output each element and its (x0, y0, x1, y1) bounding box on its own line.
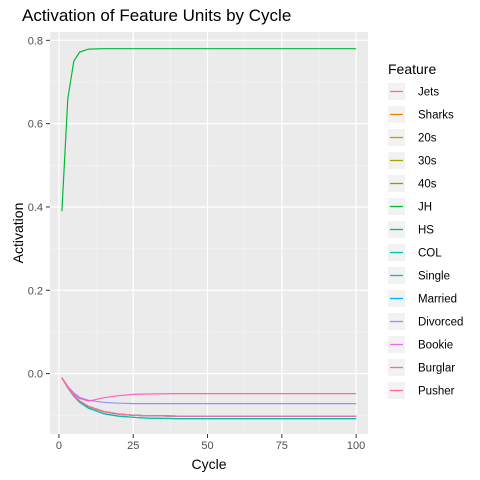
legend-label: Sharks (418, 110, 454, 122)
y-tick-label: 0.4 (28, 202, 43, 214)
legend-item-pusher: Pusher (388, 382, 455, 399)
series-line-pusher (61, 377, 357, 417)
y-tick-label: 0.6 (28, 119, 43, 131)
x-tick-label: 75 (276, 440, 288, 452)
legend-item-40s: 40s (388, 175, 437, 192)
plot-panel (50, 32, 368, 434)
legend-label: 40s (418, 179, 437, 191)
legend-item-jh: JH (388, 198, 432, 215)
legend-label: Burglar (418, 363, 455, 375)
legend-item-divorced: Divorced (388, 313, 463, 330)
grid-major (50, 32, 368, 434)
legend-item-married: Married (388, 290, 457, 307)
legend-item-sharks: Sharks (388, 106, 454, 123)
series-lines (61, 48, 357, 420)
grid-minor (50, 32, 368, 434)
legend-item-30s: 30s (388, 152, 437, 169)
series-line-divorced (61, 377, 357, 405)
legend-label: COL (418, 248, 442, 260)
x-tick-label: 25 (127, 440, 139, 452)
legend-label: Divorced (418, 317, 463, 329)
y-tick-label: 0.0 (28, 369, 43, 381)
legend-label: HS (418, 225, 434, 237)
axis-ticks (46, 39, 357, 438)
legend-item-col: COL (388, 244, 442, 261)
y-axis-title: Activation (10, 203, 26, 264)
x-tick-label: 100 (347, 440, 365, 452)
legend-label: Bookie (418, 340, 453, 352)
series-line-col (61, 377, 357, 420)
legend-item-single: Single (388, 267, 450, 284)
x-tick-label: 50 (201, 440, 213, 452)
legend: Jets Sharks 20s 30s 40s JH HS COL Single Married D… (388, 83, 463, 399)
series-line-jh (61, 48, 357, 212)
chart-title: Activation of Feature Units by Cycle (22, 6, 291, 25)
legend-item-burglar: Burglar (388, 359, 455, 376)
y-tick-label: 0.2 (28, 285, 43, 297)
tick-labels: 0 25 50 75 100 0.0 0.2 0.4 0.6 0.8 (28, 35, 366, 452)
legend-label: Married (418, 294, 457, 306)
series-line-burglar (61, 377, 357, 402)
y-tick-label: 0.8 (28, 35, 43, 47)
x-axis-title: Cycle (191, 456, 226, 472)
legend-item-hs: HS (388, 221, 434, 238)
x-tick-label: 0 (56, 440, 62, 452)
legend-label: 30s (418, 156, 437, 168)
legend-label: Pusher (418, 386, 455, 398)
legend-label: JH (418, 202, 432, 214)
legend-label: 20s (418, 133, 437, 145)
legend-item-20s: 20s (388, 129, 437, 146)
legend-item-bookie: Bookie (388, 336, 453, 353)
legend-label: Single (418, 271, 450, 283)
legend-title: Feature (388, 61, 436, 77)
legend-label: Jets (418, 87, 439, 99)
legend-item-jets: Jets (388, 83, 439, 100)
